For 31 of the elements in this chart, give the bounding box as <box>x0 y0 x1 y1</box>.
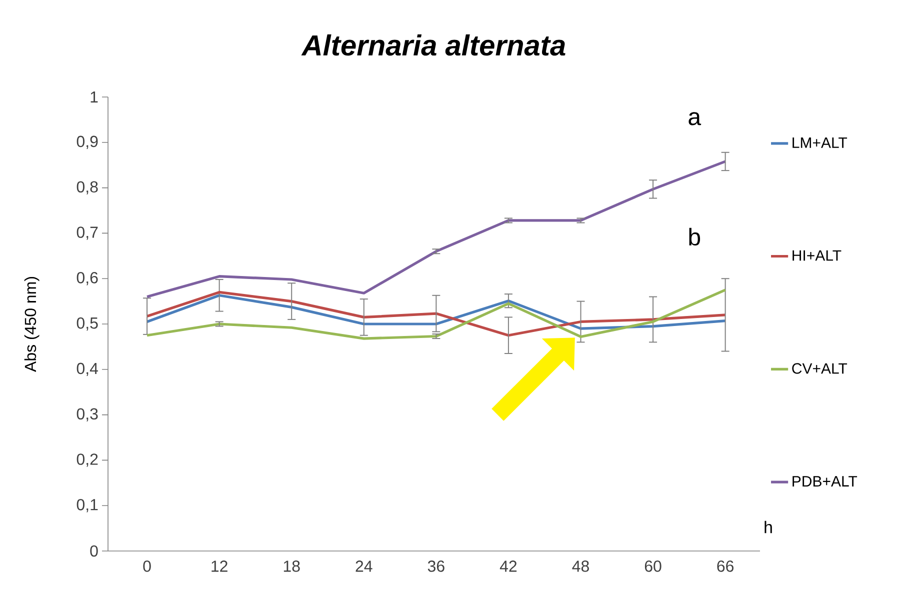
annotation: b <box>689 228 700 246</box>
legend-label: PDB+ALT <box>792 476 858 486</box>
x-axis-title: h <box>764 520 772 534</box>
y-tick-label: 0,7 <box>76 226 98 240</box>
y-tick-label: 0,1 <box>76 498 98 512</box>
x-tick-label: 12 <box>212 560 228 572</box>
y-tick-label: 0,8 <box>76 181 98 194</box>
legend-label: LM+ALT <box>792 138 848 148</box>
legend-label: HI+ALT <box>792 250 842 261</box>
chart-title: Alternaria alternata <box>301 34 566 56</box>
x-tick-label: 36 <box>428 560 444 572</box>
y-tick-label: 0,4 <box>76 362 98 376</box>
annotation: a <box>688 112 702 126</box>
x-tick-label: 48 <box>572 560 589 572</box>
line-series <box>146 294 727 330</box>
y-tick-label: 0,9 <box>76 136 98 149</box>
x-tick-label: 0 <box>143 560 151 572</box>
x-tick-label: 18 <box>284 560 300 572</box>
y-tick-label: 1 <box>90 91 98 102</box>
x-tick-label: 60 <box>644 560 662 572</box>
x-tick-label: 42 <box>500 560 517 572</box>
line-series <box>146 160 727 298</box>
y-tick-label: 0,5 <box>76 317 98 331</box>
y-tick-label: 0,3 <box>76 408 98 422</box>
x-tick-label: 24 <box>356 560 372 572</box>
y-tick-label: 0 <box>90 545 98 557</box>
x-tick-label: 66 <box>717 560 734 572</box>
legend-label: CV+ALT <box>792 363 848 374</box>
y-tick-label: 0,2 <box>76 454 98 467</box>
y-tick-label: 0,6 <box>76 272 98 286</box>
y-axis-title: Abs (450 nm) <box>24 277 40 372</box>
